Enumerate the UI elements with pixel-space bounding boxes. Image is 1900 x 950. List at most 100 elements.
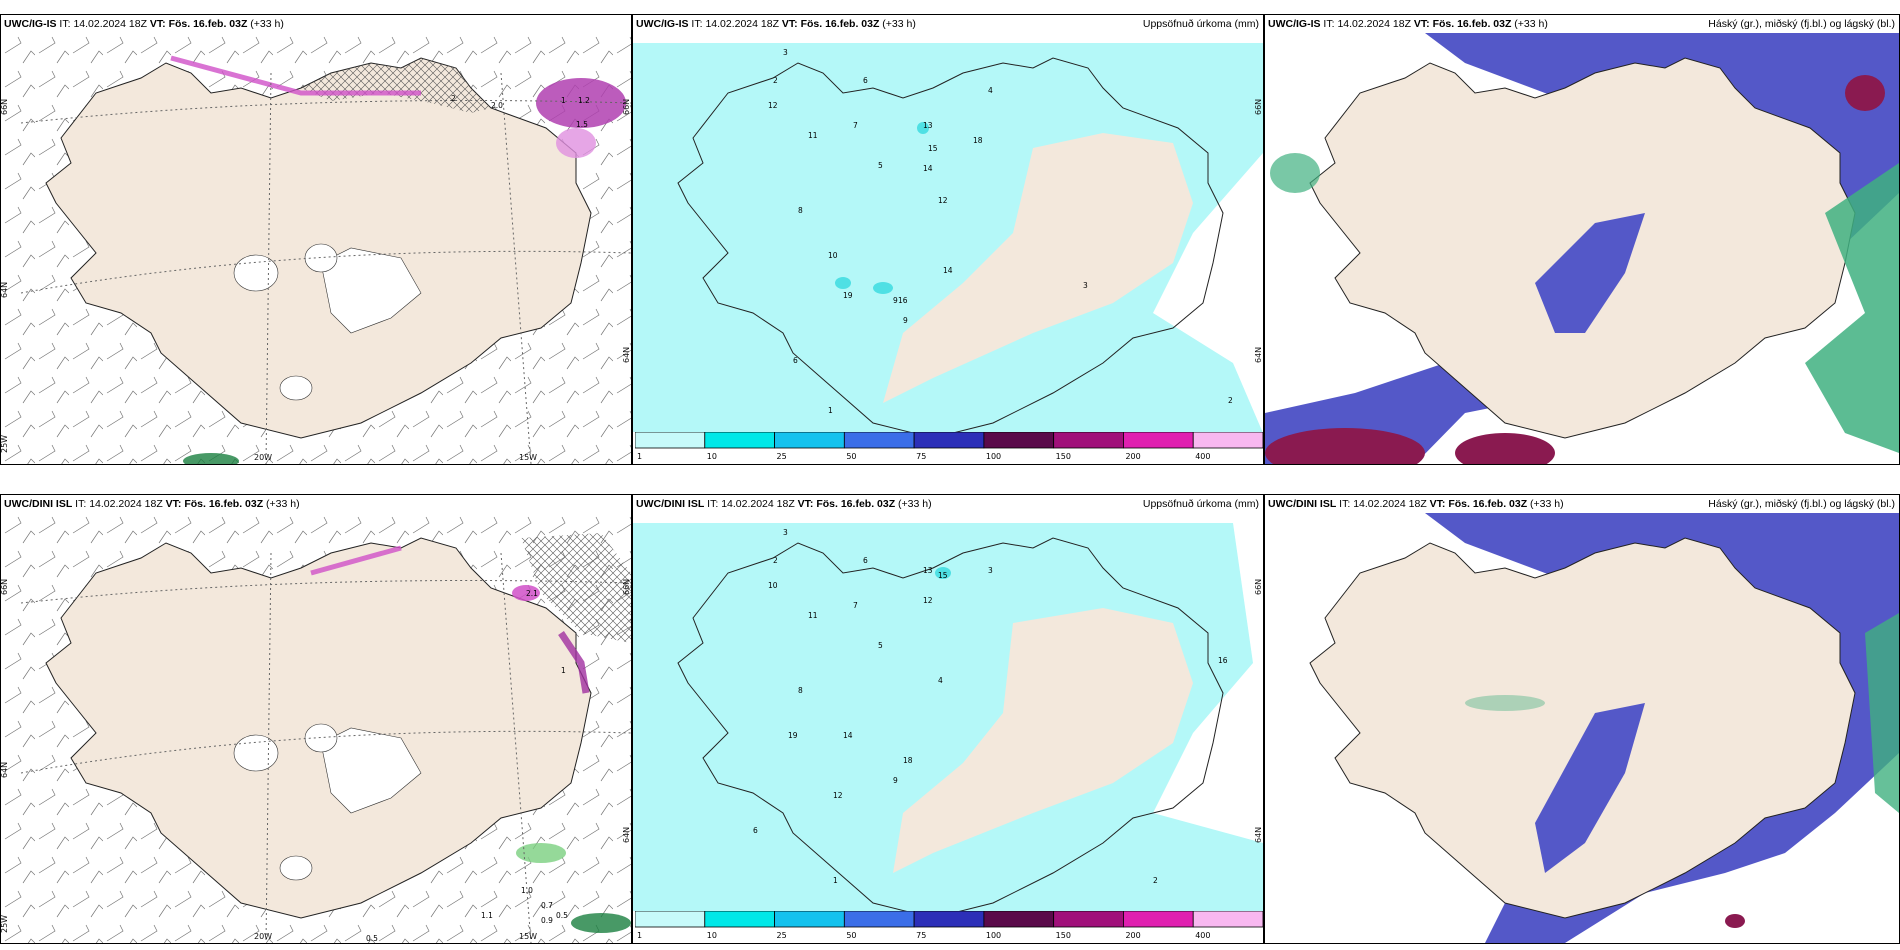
- cloud-panel-dini: UWC/DINI ISL IT: 14.02.2024 18Z VT: Fös.…: [1264, 494, 1900, 944]
- wind-panel-igis: UWC/IG-IS IT: 14.02.2024 18Z VT: Fös. 16…: [0, 14, 632, 465]
- svg-text:4: 4: [988, 86, 993, 95]
- svg-text:1: 1: [833, 876, 838, 885]
- precip-panel-dini: UWC/DINI ISL IT: 14.02.2024 18Z VT: Fös.…: [632, 494, 1264, 944]
- high-cloud: [1805, 163, 1899, 453]
- lat-label: 66N: [1, 99, 9, 115]
- svg-text:6: 6: [863, 76, 868, 85]
- pink-value: 1: [561, 666, 566, 675]
- svg-text:19: 19: [788, 731, 798, 740]
- colorbar-swatch: [843, 911, 915, 928]
- svg-text:2: 2: [773, 556, 778, 565]
- svg-text:15: 15: [928, 144, 938, 153]
- colorbar-swatch: [913, 911, 985, 928]
- svg-text:12: 12: [833, 791, 843, 800]
- colorbar-swatch: [843, 432, 915, 449]
- pink-precip-band: [170, 55, 421, 96]
- svg-text:8: 8: [798, 686, 803, 695]
- colorbar-tick: 1: [637, 931, 642, 940]
- svg-text:5: 5: [878, 641, 883, 650]
- lon-label: 25W: [1, 435, 9, 453]
- panel-title: UWC/DINI ISL IT: 14.02.2024 18Z VT: Fös.…: [4, 498, 300, 510]
- svg-text:15: 15: [938, 571, 948, 580]
- svg-text:6: 6: [863, 556, 868, 565]
- colorbar-tick: 75: [916, 931, 926, 940]
- lon-label: 20W: [254, 453, 272, 462]
- precip-map: 2 3 10 11 8 7 6 5 9 13 15 12 4 3 19 14 1…: [633, 513, 1263, 911]
- colorbar-tick: 150: [1056, 931, 1071, 940]
- colorbar-tick: 10: [707, 931, 717, 940]
- svg-text:12: 12: [938, 196, 948, 205]
- lat-label-right: 66N: [1254, 579, 1263, 595]
- colorbar-swatch: [1053, 911, 1124, 928]
- colorbar-tick: 200: [1125, 931, 1140, 940]
- svg-text:3: 3: [988, 566, 993, 575]
- precip-values: 2 3 10 11 8 7 6 5 9 13 15 12 4 3 19 14 1…: [753, 528, 1228, 885]
- green-cell: [183, 453, 239, 464]
- svg-text:7: 7: [853, 601, 858, 610]
- colorbar-swatch: [635, 432, 706, 449]
- lat-label-right: 64N: [1254, 827, 1263, 843]
- green-value: 1.1: [481, 911, 493, 920]
- panel-title: UWC/DINI ISL IT: 14.02.2024 18Z VT: Fös.…: [1268, 498, 1564, 510]
- dry-land: [893, 608, 1193, 873]
- colorbar-swatch: [774, 432, 845, 449]
- lat-label-right: 66N: [622, 579, 631, 595]
- lon-label: 15W: [519, 453, 537, 462]
- mid-cloud-inland: [1535, 703, 1645, 873]
- svg-text:9: 9: [903, 316, 908, 325]
- cloud-map: [1265, 33, 1899, 464]
- pink-value: 1: [561, 96, 566, 105]
- colorbar-swatch: [983, 911, 1055, 928]
- svg-text:12: 12: [923, 596, 933, 605]
- colorbar-swatch: [1192, 911, 1263, 928]
- colorbar-tick: 150: [1056, 452, 1071, 461]
- colorbar-tick: 400: [1195, 452, 1210, 461]
- panel-title: UWC/IG-IS IT: 14.02.2024 18Z VT: Fös. 16…: [1268, 18, 1548, 30]
- svg-text:3: 3: [1083, 281, 1088, 290]
- wind-panel-dini: UWC/DINI ISL IT: 14.02.2024 18Z VT: Fös.…: [0, 494, 632, 944]
- lon-label: 20W: [254, 932, 272, 941]
- svg-text:18: 18: [973, 136, 983, 145]
- precip-panel-igis: UWC/IG-IS IT: 14.02.2024 18Z VT: Fös. 16…: [632, 14, 1264, 465]
- colorbar-tick: 100: [986, 452, 1001, 461]
- iceland-outline: [677, 57, 1224, 432]
- svg-text:13: 13: [923, 121, 933, 130]
- lat-label-right: 64N: [1254, 347, 1263, 363]
- colorbar-tick: 50: [846, 452, 856, 461]
- svg-text:2: 2: [1153, 876, 1158, 885]
- green-value: 0.7: [541, 901, 553, 910]
- colorbar-swatch: [1053, 432, 1124, 449]
- glacier-myrdalsjokull: [279, 375, 313, 401]
- lat-label: 64N: [1, 282, 9, 298]
- glacier-vatnajokull: [320, 247, 422, 334]
- iceland-landmass: [1309, 537, 1856, 919]
- svg-text:2: 2: [1228, 396, 1233, 405]
- svg-text:11: 11: [808, 611, 818, 620]
- svg-text:16: 16: [1218, 656, 1228, 665]
- colorbar-tick: 50: [846, 931, 856, 940]
- panel-title: UWC/IG-IS IT: 14.02.2024 18Z VT: Fös. 16…: [636, 18, 916, 30]
- svg-text:10: 10: [768, 581, 778, 590]
- svg-text:4: 4: [938, 676, 943, 685]
- dry-land: [883, 133, 1193, 403]
- colorbar-tick: 75: [916, 452, 926, 461]
- lat-label-right: 66N: [622, 99, 631, 115]
- low-cloud: [1845, 75, 1885, 111]
- svg-text:14: 14: [923, 164, 933, 173]
- colorbar-tick: 200: [1125, 452, 1140, 461]
- svg-text:19: 19: [843, 291, 853, 300]
- pink-value: 2.0: [491, 101, 503, 110]
- colorbar-tick: 25: [777, 931, 787, 940]
- svg-text:8: 8: [798, 206, 803, 215]
- glacier-hofsjokull: [304, 243, 338, 273]
- colorbar-swatch: [1192, 432, 1263, 449]
- precip-colorbar: 1 10 25 50 75 100 150 200 400: [635, 432, 1263, 461]
- pink-value: 2.1: [526, 589, 538, 598]
- svg-text:9: 9: [893, 296, 898, 305]
- svg-text:9: 9: [893, 776, 898, 785]
- lon-label: 25W: [1, 915, 9, 933]
- svg-text:6: 6: [753, 826, 758, 835]
- lat-label-right: 64N: [622, 827, 631, 843]
- pink-value: 1.2: [578, 96, 590, 105]
- pink-value: 1.5: [576, 120, 588, 129]
